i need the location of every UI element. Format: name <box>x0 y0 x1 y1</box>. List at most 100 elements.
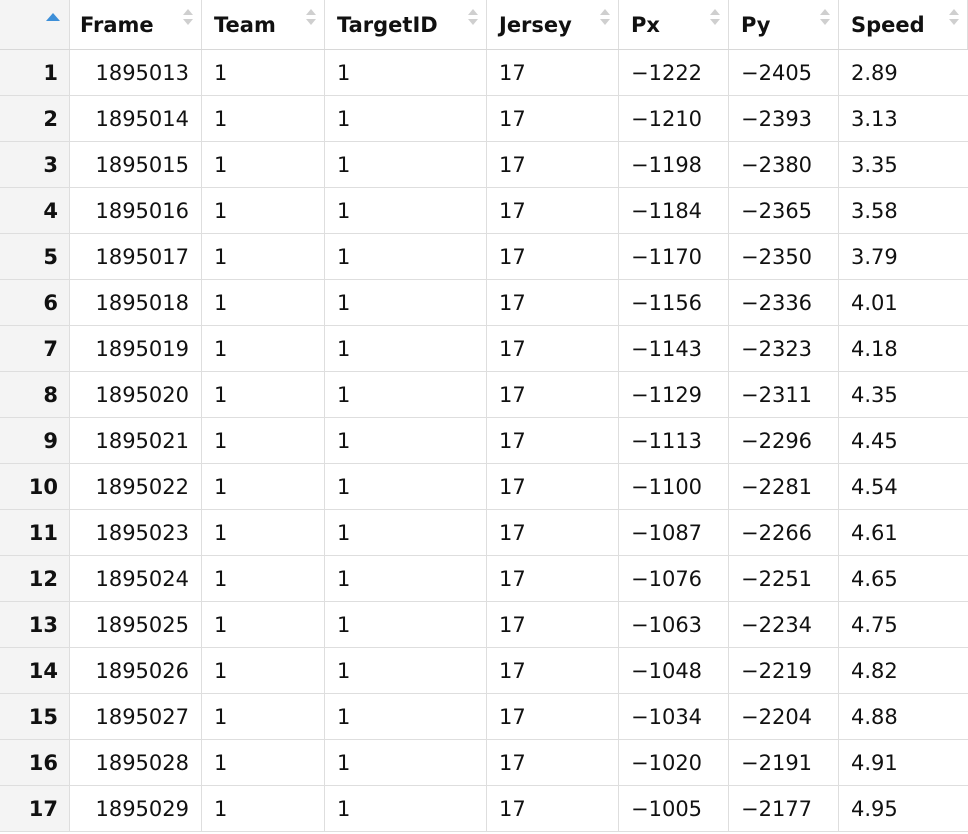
table-row: 15 1895027 1 1 17 −1034 −2204 4.88 <box>0 694 968 740</box>
cell-px: −1170 <box>619 234 729 279</box>
cell-frame: 1895022 <box>70 464 202 509</box>
cell-px: −1184 <box>619 188 729 233</box>
table-row: 2 1895014 1 1 17 −1210 −2393 3.13 <box>0 96 968 142</box>
column-header-frame[interactable]: Frame <box>70 0 202 49</box>
column-header-py[interactable]: Py <box>729 0 839 49</box>
column-header-targetid[interactable]: TargetID <box>325 0 487 49</box>
table-row: 12 1895024 1 1 17 −1076 −2251 4.65 <box>0 556 968 602</box>
cell-speed: 2.89 <box>851 60 898 85</box>
cell-jersey: 17 <box>487 372 619 417</box>
cell-jersey: 17 <box>487 786 619 831</box>
cell-px: −1156 <box>619 280 729 325</box>
cell-px: −1034 <box>619 694 729 739</box>
cell-py: −2365 <box>729 188 839 233</box>
cell-speed: 3.13 <box>851 106 898 131</box>
table-row: 14 1895026 1 1 17 −1048 −2219 4.82 <box>0 648 968 694</box>
cell-jersey: 17 <box>487 740 619 785</box>
cell-px: −1020 <box>619 740 729 785</box>
cell-targetid: 1 <box>325 234 487 279</box>
sort-icon <box>710 9 720 27</box>
table-row: 13 1895025 1 1 17 −1063 −2234 4.75 <box>0 602 968 648</box>
cell-frame: 1895018 <box>70 280 202 325</box>
cell-px: −1198 <box>619 142 729 187</box>
cell-targetid: 1 <box>325 740 487 785</box>
cell-team: 1 <box>202 326 325 371</box>
cell-px: −1210 <box>619 96 729 141</box>
row-number: 2 <box>0 96 70 141</box>
cell-targetid: 1 <box>325 694 487 739</box>
cell-jersey: 17 <box>487 280 619 325</box>
cell-speed: 4.54 <box>851 474 898 499</box>
cell-frame: 1895027 <box>70 694 202 739</box>
cell-team: 1 <box>202 740 325 785</box>
cell-targetid: 1 <box>325 280 487 325</box>
cell-team: 1 <box>202 694 325 739</box>
table-row: 17 1895029 1 1 17 −1005 −2177 4.95 <box>0 786 968 832</box>
cell-team: 1 <box>202 786 325 831</box>
row-number: 12 <box>0 556 70 601</box>
row-number: 13 <box>0 602 70 647</box>
table-row: 10 1895022 1 1 17 −1100 −2281 4.54 <box>0 464 968 510</box>
sort-icon <box>183 9 193 27</box>
cell-targetid: 1 <box>325 602 487 647</box>
cell-targetid: 1 <box>325 326 487 371</box>
cell-px: −1100 <box>619 464 729 509</box>
cell-py: −2234 <box>729 602 839 647</box>
cell-frame: 1895015 <box>70 142 202 187</box>
cell-speed: 4.45 <box>851 428 898 453</box>
row-number: 16 <box>0 740 70 785</box>
row-number: 9 <box>0 418 70 463</box>
cell-px: −1222 <box>619 50 729 95</box>
sort-icon <box>949 9 959 27</box>
cell-py: −2336 <box>729 280 839 325</box>
cell-frame: 1895023 <box>70 510 202 555</box>
cell-px: −1048 <box>619 648 729 693</box>
cell-targetid: 1 <box>325 464 487 509</box>
row-number: 15 <box>0 694 70 739</box>
table-row: 3 1895015 1 1 17 −1198 −2380 3.35 <box>0 142 968 188</box>
cell-jersey: 17 <box>487 602 619 647</box>
column-header-px[interactable]: Px <box>619 0 729 49</box>
column-header-team[interactable]: Team <box>202 0 325 49</box>
row-number: 14 <box>0 648 70 693</box>
cell-team: 1 <box>202 188 325 233</box>
cell-team: 1 <box>202 418 325 463</box>
column-header-label: Frame <box>80 12 154 37</box>
cell-targetid: 1 <box>325 188 487 233</box>
cell-speed: 4.82 <box>851 658 898 683</box>
table-row: 1 1895013 1 1 17 −1222 −2405 2.89 <box>0 50 968 96</box>
cell-py: −2191 <box>729 740 839 785</box>
cell-py: −2281 <box>729 464 839 509</box>
table-row: 16 1895028 1 1 17 −1020 −2191 4.91 <box>0 740 968 786</box>
cell-targetid: 1 <box>325 50 487 95</box>
cell-jersey: 17 <box>487 556 619 601</box>
cell-targetid: 1 <box>325 556 487 601</box>
cell-targetid: 1 <box>325 648 487 693</box>
cell-team: 1 <box>202 280 325 325</box>
column-header-speed[interactable]: Speed <box>839 0 968 49</box>
cell-speed: 4.88 <box>851 704 898 729</box>
cell-frame: 1895026 <box>70 648 202 693</box>
cell-jersey: 17 <box>487 510 619 555</box>
cell-speed: 3.35 <box>851 152 898 177</box>
cell-py: −2311 <box>729 372 839 417</box>
table-header-row: Frame Team TargetID Jersey Px Py Speed <box>0 0 968 50</box>
header-rownum-sort[interactable] <box>0 0 70 49</box>
cell-frame: 1895016 <box>70 188 202 233</box>
cell-targetid: 1 <box>325 418 487 463</box>
column-header-jersey[interactable]: Jersey <box>487 0 619 49</box>
cell-targetid: 1 <box>325 372 487 417</box>
cell-team: 1 <box>202 648 325 693</box>
cell-team: 1 <box>202 234 325 279</box>
cell-jersey: 17 <box>487 96 619 141</box>
cell-py: −2219 <box>729 648 839 693</box>
cell-py: −2177 <box>729 786 839 831</box>
cell-py: −2296 <box>729 418 839 463</box>
sort-icon <box>600 9 610 27</box>
cell-targetid: 1 <box>325 142 487 187</box>
cell-px: −1113 <box>619 418 729 463</box>
column-header-label: TargetID <box>337 12 438 37</box>
column-header-label: Jersey <box>499 12 572 37</box>
row-number: 11 <box>0 510 70 555</box>
cell-jersey: 17 <box>487 50 619 95</box>
